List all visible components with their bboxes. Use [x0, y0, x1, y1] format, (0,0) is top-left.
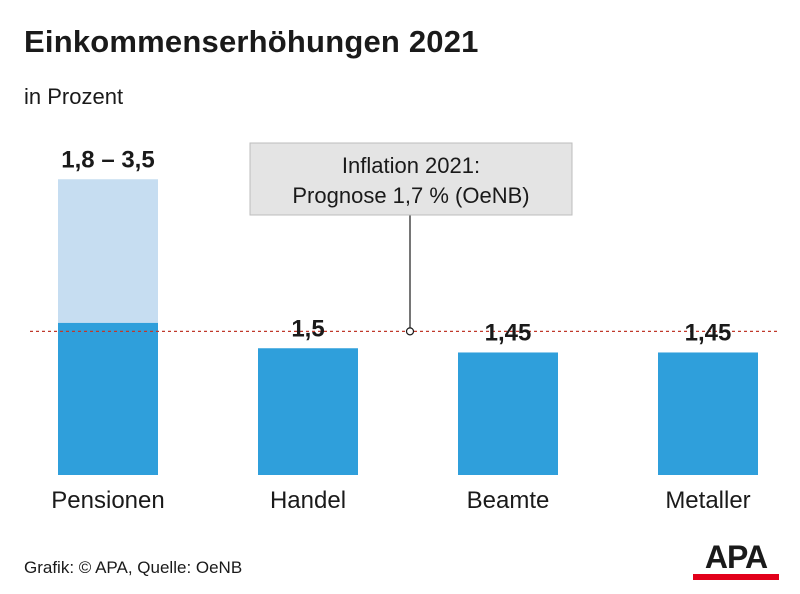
logo-accent-bar	[693, 574, 779, 580]
bar-metaller	[658, 352, 758, 475]
category-label-pensionen: Pensionen	[51, 487, 164, 514]
apa-logo: APA	[693, 541, 779, 581]
bar-pensionen	[58, 322, 158, 475]
logo-wordmark: APA	[704, 539, 768, 575]
bar-value-label-pensionen: 1,8 – 3,5	[61, 146, 154, 173]
inflation-annotation-line-1: Inflation 2021:	[342, 153, 480, 178]
bar-beamte	[458, 352, 558, 475]
category-label-handel: Handel	[270, 487, 346, 514]
bar-range-pensionen	[58, 179, 158, 323]
annotation-anchor-dot	[405, 327, 415, 336]
source-credit: Grafik: © APA, Quelle: OeNB	[24, 558, 243, 577]
category-label-beamte: Beamte	[467, 487, 550, 514]
category-label-metaller: Metaller	[665, 487, 750, 514]
chart-title: Einkommenserhöhungen 2021	[24, 24, 479, 59]
bar-value-label-metaller: 1,45	[685, 319, 732, 346]
inflation-annotation-box	[249, 142, 573, 216]
bar-value-label-beamte: 1,45	[485, 319, 532, 346]
chart-subtitle: in Prozent	[24, 84, 124, 109]
inflation-annotation-line-2: Prognose 1,7 % (OeNB)	[292, 183, 529, 208]
bar-value-label-handel: 1,5	[291, 315, 324, 342]
bar-handel	[258, 348, 358, 475]
